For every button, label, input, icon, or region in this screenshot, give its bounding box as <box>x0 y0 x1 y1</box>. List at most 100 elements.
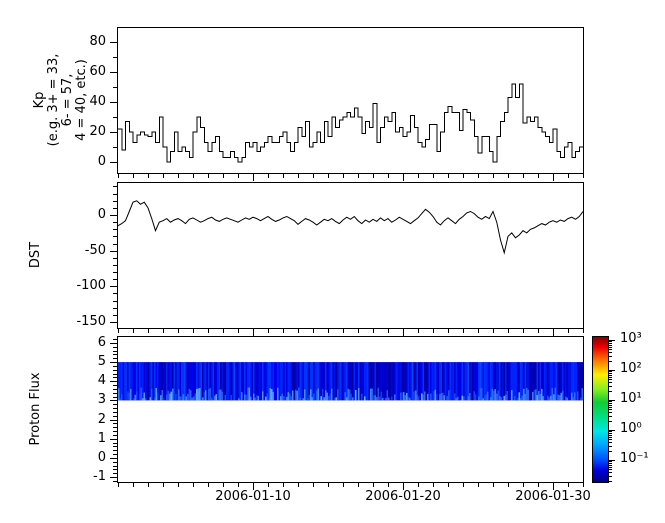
y-minor-tick <box>113 315 117 316</box>
x-major-tick <box>553 483 554 490</box>
proton-flux-plot-panel <box>117 336 584 483</box>
x-minor-tick <box>178 329 179 333</box>
x-minor-tick <box>433 329 434 333</box>
x-tick-label-jan10: 2006-01-10 <box>215 489 291 504</box>
x-minor-tick <box>523 483 524 487</box>
y-minor-tick <box>113 258 117 259</box>
x-minor-tick <box>493 483 494 487</box>
x-minor-tick <box>223 329 224 333</box>
x-minor-tick <box>418 174 419 178</box>
y-tick-label: 0 <box>97 207 106 222</box>
colorbar-tick-label: 10³ <box>620 331 642 346</box>
colorbar-minor-tick <box>609 431 612 432</box>
x-minor-tick <box>163 483 164 487</box>
x-minor-tick <box>163 174 164 178</box>
colorbar-minor-tick <box>609 377 612 378</box>
colorbar-minor-tick <box>609 382 612 383</box>
x-minor-tick <box>328 174 329 178</box>
colorbar-minor-tick <box>609 421 612 422</box>
y-minor-tick <box>113 272 117 273</box>
colorbar-minor-tick <box>609 347 612 348</box>
x-tick-label-jan20: 2006-01-20 <box>365 489 441 504</box>
colorbar-minor-tick <box>609 446 612 447</box>
x-minor-tick <box>448 483 449 487</box>
y-major-tick <box>110 420 117 421</box>
y-minor-tick <box>113 366 117 367</box>
x-major-tick <box>253 483 254 490</box>
x-minor-tick <box>208 329 209 333</box>
y-minor-tick <box>113 473 117 474</box>
x-minor-tick <box>478 329 479 333</box>
x-minor-tick <box>148 329 149 333</box>
x-minor-tick <box>298 329 299 333</box>
colorbar-minor-tick <box>609 345 612 346</box>
y-tick-label: -100 <box>76 278 106 293</box>
y-minor-tick <box>113 244 117 245</box>
colorbar-minor-tick <box>609 476 612 477</box>
x-minor-tick <box>508 329 509 333</box>
colorbar <box>592 336 609 483</box>
y-minor-tick <box>113 186 117 187</box>
y-tick-label: -150 <box>76 314 106 329</box>
colorbar-minor-tick <box>609 433 612 434</box>
x-minor-tick <box>313 174 314 178</box>
x-minor-tick <box>388 174 389 178</box>
x-minor-tick <box>148 483 149 487</box>
colorbar-minor-tick <box>609 437 612 438</box>
x-minor-tick <box>223 174 224 178</box>
colorbar-minor-tick <box>609 373 612 374</box>
y-minor-tick <box>113 358 117 359</box>
y-tick-label: 0 <box>97 154 106 169</box>
y-tick-label: 0 <box>97 450 106 465</box>
x-minor-tick <box>583 174 584 178</box>
x-minor-tick <box>568 174 569 178</box>
x-major-tick <box>403 174 404 181</box>
x-minor-tick <box>178 483 179 487</box>
colorbar-minor-tick <box>609 375 612 376</box>
x-minor-tick <box>193 483 194 487</box>
y-major-tick <box>110 400 117 401</box>
colorbar-major-tick <box>609 460 615 461</box>
x-minor-tick <box>193 329 194 333</box>
y-minor-tick <box>113 412 117 413</box>
colorbar-minor-tick <box>609 467 612 468</box>
x-minor-tick <box>358 483 359 487</box>
y-minor-tick <box>113 397 117 398</box>
x-minor-tick <box>463 483 464 487</box>
dst-line-plot <box>118 200 583 255</box>
colorbar-minor-tick <box>609 409 612 410</box>
x-minor-tick <box>343 174 344 178</box>
y-minor-tick <box>113 389 117 390</box>
colorbar-minor-tick <box>609 465 612 466</box>
x-minor-tick <box>373 329 374 333</box>
y-tick-label: 4 <box>97 373 106 388</box>
x-minor-tick <box>388 483 389 487</box>
colorbar-major-tick <box>609 340 615 341</box>
x-major-tick <box>553 174 554 181</box>
x-minor-tick <box>298 483 299 487</box>
y-tick-label: -1 <box>93 469 106 484</box>
y-minor-tick <box>113 443 117 444</box>
x-minor-tick <box>508 174 509 178</box>
y-minor-tick <box>113 370 117 371</box>
x-minor-tick <box>433 174 434 178</box>
y-minor-tick <box>113 393 117 394</box>
colorbar-minor-tick <box>609 439 612 440</box>
colorbar-minor-tick <box>609 386 612 387</box>
colorbar-major-tick <box>609 370 615 371</box>
x-minor-tick <box>478 174 479 178</box>
x-tick-label-jan30: 2006-01-30 <box>515 489 591 504</box>
y-major-tick <box>110 439 117 440</box>
x-minor-tick <box>343 483 344 487</box>
colorbar-tick-label: 10⁻¹ <box>620 451 649 466</box>
y-tick-label: 5 <box>97 354 106 369</box>
colorbar-minor-tick <box>609 352 612 353</box>
y-minor-tick <box>113 339 117 340</box>
x-minor-tick <box>268 483 269 487</box>
colorbar-minor-tick <box>609 416 612 417</box>
x-minor-tick <box>133 329 134 333</box>
colorbar-major-tick <box>609 400 615 401</box>
x-minor-tick <box>118 174 119 178</box>
x-minor-tick <box>283 174 284 178</box>
